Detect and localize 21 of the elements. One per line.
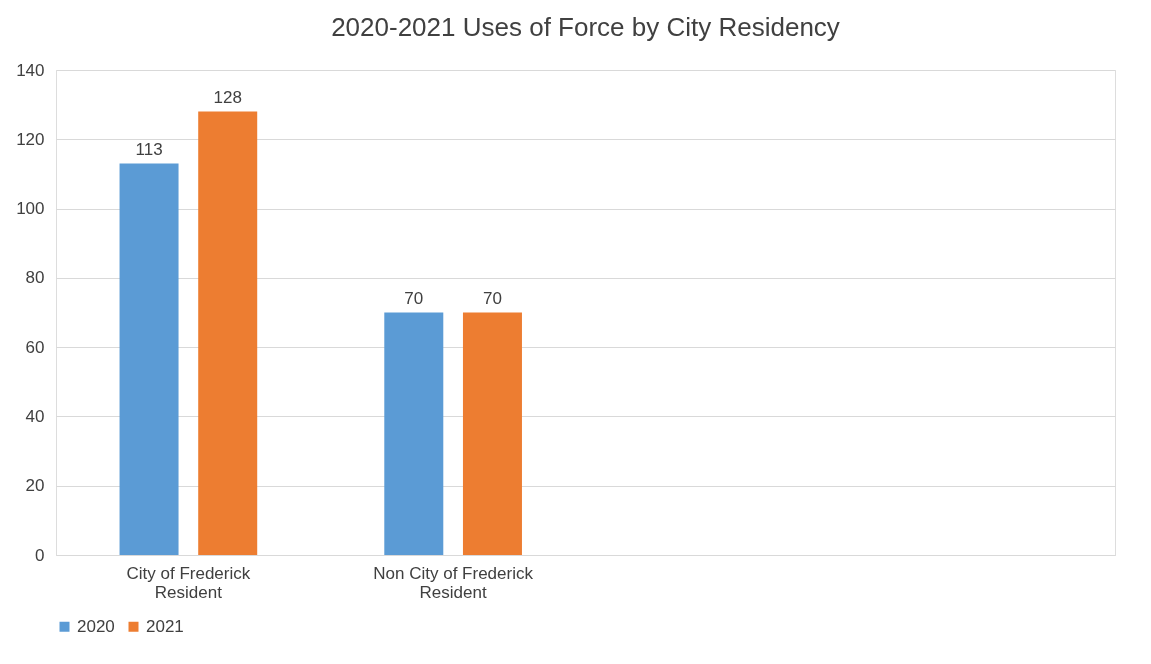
y-tick-label: 120 bbox=[16, 129, 45, 149]
y-tick-label: 60 bbox=[25, 337, 45, 357]
x-tick-label: City of Frederick Resident bbox=[126, 563, 251, 602]
data-label: 113 bbox=[135, 139, 163, 159]
y-tick-label: 0 bbox=[35, 545, 45, 565]
bar bbox=[119, 163, 179, 555]
legend-label: 2020 bbox=[77, 616, 115, 636]
y-tick-label: 80 bbox=[25, 268, 45, 288]
bar bbox=[198, 111, 258, 555]
x-tick-label: Non City of Frederick Resident bbox=[373, 563, 534, 602]
data-label: 70 bbox=[483, 288, 502, 308]
y-tick-label: 100 bbox=[16, 199, 45, 219]
y-tick-label: 140 bbox=[16, 60, 45, 80]
y-tick-label: 20 bbox=[25, 476, 45, 496]
chart-title: 2020-2021 Uses of Force by City Residency bbox=[331, 12, 840, 42]
data-label: 128 bbox=[213, 87, 242, 107]
legend-label: 2021 bbox=[146, 616, 184, 636]
bar bbox=[384, 312, 444, 555]
bar bbox=[462, 312, 522, 555]
data-label: 70 bbox=[404, 288, 424, 308]
y-tick-label: 40 bbox=[25, 406, 45, 426]
